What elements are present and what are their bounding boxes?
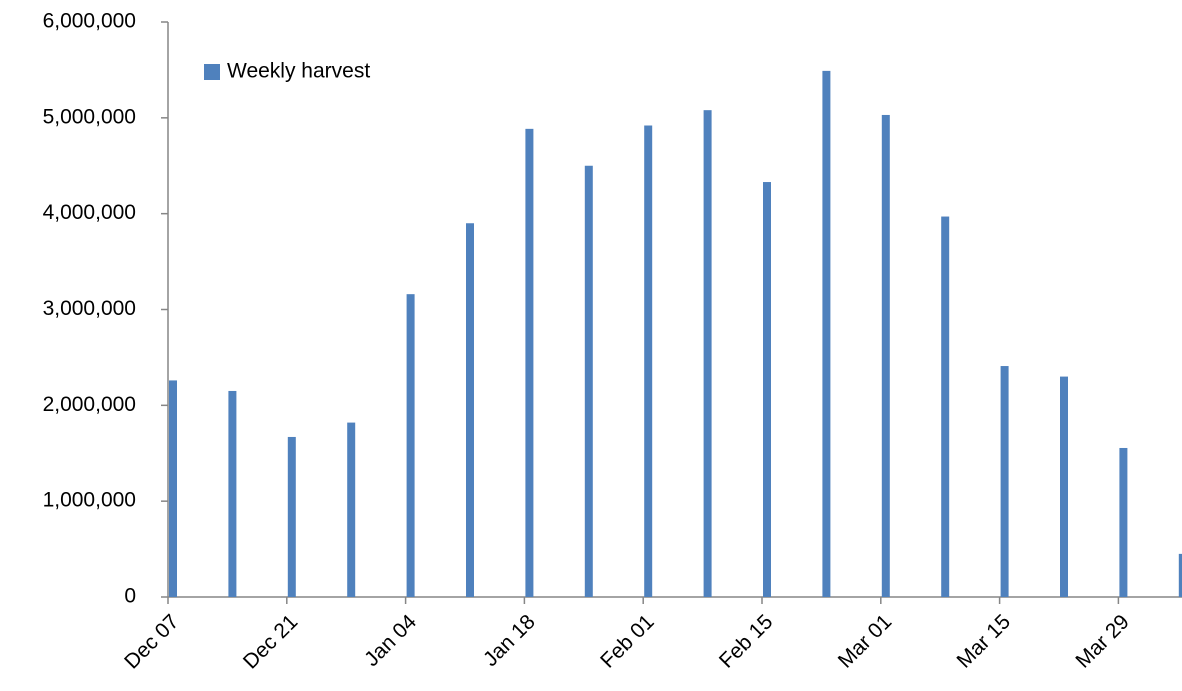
x-tick-label: Feb 01 <box>596 610 659 673</box>
legend-swatch <box>204 64 220 80</box>
x-tick-label: Jan 04 <box>360 610 421 671</box>
y-tick-label: 6,000,000 <box>43 10 136 33</box>
bar <box>881 114 890 597</box>
bar <box>941 216 950 597</box>
x-tick-label: Mar 01 <box>834 610 896 672</box>
bar <box>466 223 474 597</box>
bar <box>1000 366 1009 597</box>
bar <box>228 390 237 597</box>
y-tick-label: 5,000,000 <box>43 105 136 128</box>
y-tick-label: 1,000,000 <box>43 489 136 512</box>
bar <box>406 294 415 597</box>
y-tick-label: 4,000,000 <box>43 201 136 224</box>
bar <box>584 165 593 597</box>
y-tick-label: 0 <box>124 585 136 608</box>
bar <box>1060 376 1068 597</box>
bar <box>169 380 177 597</box>
x-tick-label: Feb 15 <box>715 610 778 673</box>
bar <box>1178 553 1182 597</box>
x-tick-label: Mar 29 <box>1071 610 1133 672</box>
y-tick-label: 2,000,000 <box>43 393 136 416</box>
y-tick-label: 3,000,000 <box>43 297 136 320</box>
x-tick-label: Dec 07 <box>120 610 183 673</box>
x-tick-label: Mar 15 <box>953 610 1015 672</box>
legend-label: Weekly harvest <box>227 60 370 83</box>
bar <box>822 70 831 597</box>
bar <box>525 128 534 597</box>
bar <box>644 125 653 597</box>
x-tick-label: Dec 21 <box>239 610 302 673</box>
bar <box>347 422 356 597</box>
bar <box>1119 447 1128 597</box>
bar <box>287 436 296 597</box>
x-tick-label: Jan 18 <box>479 610 540 671</box>
bar <box>763 182 771 597</box>
bar <box>703 110 712 598</box>
